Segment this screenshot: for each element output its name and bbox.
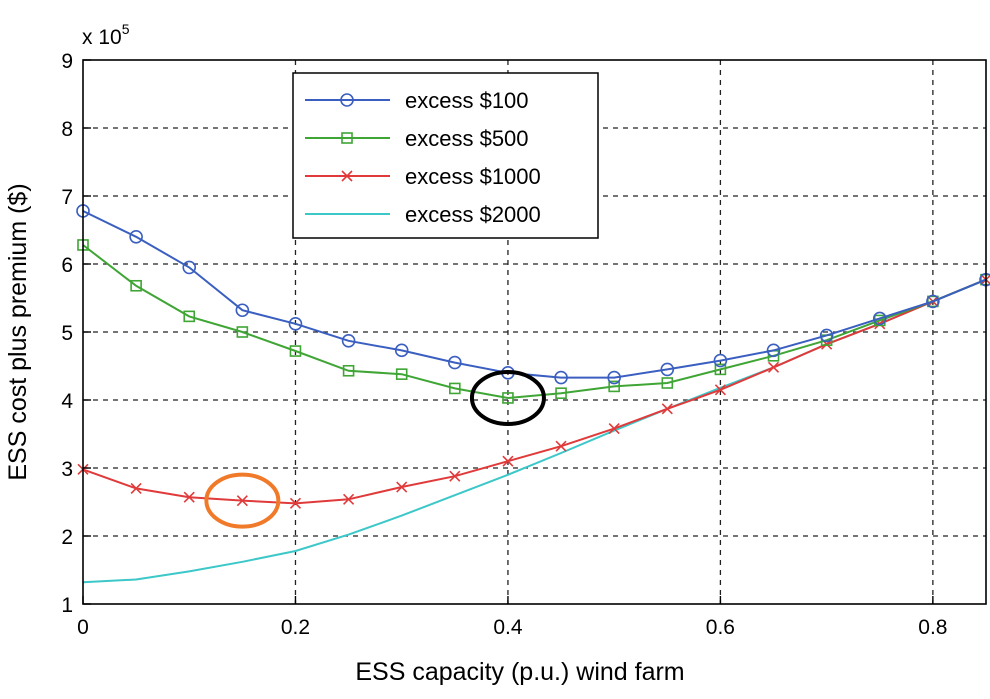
legend-marker: [341, 170, 353, 182]
data-point-excess-100: [341, 334, 356, 348]
data-point-excess-500: [130, 279, 142, 292]
data-point-excess-500: [183, 310, 196, 323]
data-point-excess-500: [289, 345, 302, 357]
data-point-excess-100: [554, 370, 568, 385]
data-point-excess-1000: [130, 482, 142, 494]
data-point-excess-100: [660, 362, 675, 377]
y-multiplier: x 105: [82, 21, 130, 49]
legend-label: excess $500: [405, 126, 529, 151]
data-point-excess-1000: [767, 361, 780, 373]
data-point-excess-1000: [555, 440, 567, 452]
x-tick-label: 0.6: [706, 616, 735, 639]
tick-marks: [82, 59, 934, 605]
data-point-excess-1000: [502, 455, 514, 467]
data-point-excess-1000: [396, 481, 408, 493]
data-point-excess-100: [926, 294, 940, 309]
y-tick-label: 2: [61, 526, 73, 549]
data-point-excess-100: [288, 317, 303, 331]
series-line-excess-500: [82, 244, 987, 400]
data-point-excess-100: [448, 355, 462, 370]
legend-entry-excess-500: excess $500: [305, 126, 529, 151]
highlight-ellipse: [469, 369, 546, 426]
y-tick-label: 7: [61, 186, 73, 209]
legend-entry-excess-100: excess $100: [305, 88, 529, 113]
data-point-excess-100: [235, 303, 250, 318]
x-tick-label: 0.4: [493, 616, 523, 639]
y-tick-label: 3: [61, 458, 73, 481]
data-point-excess-500: [927, 295, 939, 308]
data-point-excess-500: [342, 364, 355, 377]
data-point-excess-500: [661, 377, 674, 389]
data-point-excess-500: [714, 363, 727, 376]
data-point-excess-500: [395, 368, 408, 380]
y-tick-label: 6: [61, 254, 73, 277]
legend-label: excess $1000: [405, 164, 541, 189]
data-point-excess-1000: [608, 422, 620, 435]
y-tick-label: 9: [61, 50, 73, 73]
data-point-excess-100: [766, 343, 781, 358]
data-point-excess-1000: [289, 497, 302, 509]
x-axis-title: ESS capacity (p.u.) wind farm: [355, 658, 684, 686]
grid-lines: [83, 60, 986, 604]
legend-entry-excess-2000: excess $2000: [305, 202, 541, 227]
annotation-layer: [204, 369, 546, 529]
legend-label: excess $100: [405, 88, 529, 113]
series-excess-1000: [77, 274, 990, 509]
y-axis-title: ESS cost plus premium ($): [4, 183, 32, 480]
data-point-excess-500: [449, 382, 461, 395]
data-point-excess-1000: [449, 470, 461, 482]
data-point-excess-100: [872, 311, 887, 326]
y-tick-label: 4: [61, 390, 73, 413]
data-point-excess-1000: [183, 491, 195, 503]
series-layer: [76, 204, 990, 584]
data-point-excess-1000: [714, 384, 726, 396]
data-point-excess-100: [713, 353, 728, 368]
legend-marker: [340, 93, 354, 107]
data-point-excess-1000: [343, 493, 355, 505]
series-excess-100: [76, 204, 990, 385]
legend-entry-excess-1000: excess $1000: [305, 164, 541, 189]
data-point-excess-100: [607, 370, 621, 385]
highlight-ellipse: [204, 472, 281, 529]
series-line-excess-100: [82, 210, 987, 379]
legend-marker: [341, 132, 353, 144]
legend: excess $100 excess $500 excess $1000 excess…: [292, 72, 599, 239]
x-tick-label: 0: [77, 616, 89, 639]
data-point-excess-500: [608, 380, 620, 393]
x-tick-label: 0.8: [918, 616, 947, 639]
data-point-excess-1000: [661, 403, 673, 415]
data-point-excess-100: [129, 230, 143, 244]
data-point-excess-100: [819, 328, 834, 343]
y-tick-label: 1: [61, 594, 73, 617]
series-line-excess-1000: [82, 278, 987, 505]
data-point-excess-500: [236, 326, 249, 338]
tick-labels: 0 0.2 0.4 0.6 0.8 1 2 3 4 5 6 7 8 9: [61, 50, 947, 639]
legend-label: excess $2000: [405, 202, 541, 227]
y-tick-label: 5: [61, 322, 73, 345]
data-point-excess-500: [555, 387, 567, 400]
data-point-excess-100: [394, 343, 409, 358]
y-tick-label: 8: [61, 118, 73, 141]
data-point-excess-500: [502, 392, 514, 404]
x-tick-label: 0.2: [281, 616, 310, 639]
data-point-excess-100: [182, 260, 197, 275]
data-point-excess-1000: [236, 495, 248, 507]
